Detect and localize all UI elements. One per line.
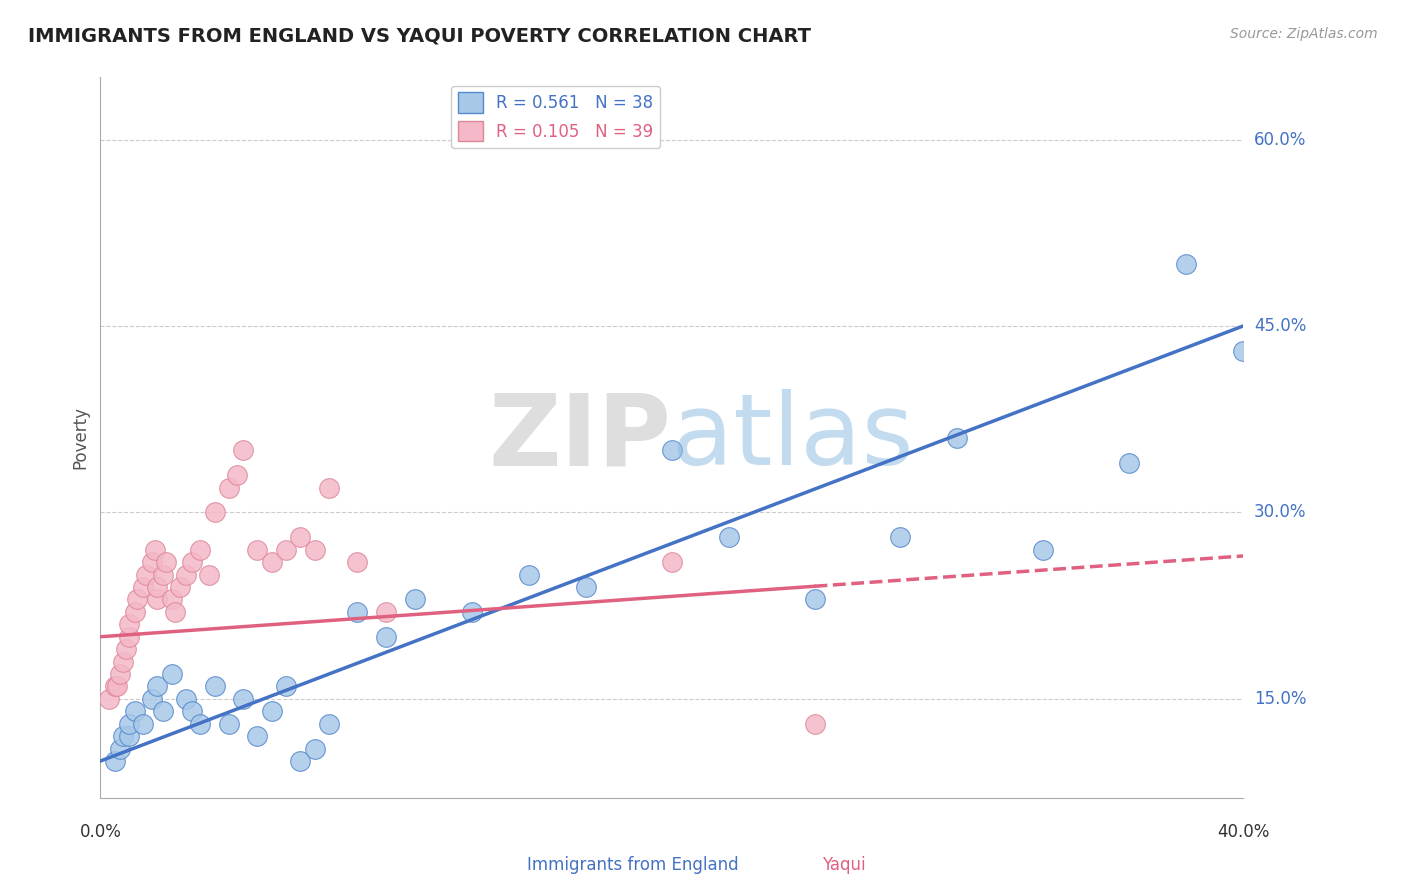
Text: 45.0%: 45.0% [1254, 317, 1306, 335]
Point [717, 530, 740, 544]
Point [1032, 542, 1054, 557]
Point [803, 716, 825, 731]
Text: 0.0%: 0.0% [79, 823, 121, 841]
Point [188, 716, 211, 731]
Point [304, 741, 326, 756]
Point [174, 567, 197, 582]
Point [274, 680, 297, 694]
Point [104, 754, 127, 768]
Point [141, 555, 163, 569]
Point [135, 567, 157, 582]
Point [188, 542, 211, 557]
Point [198, 567, 221, 582]
Point [346, 555, 368, 569]
Point [152, 567, 174, 582]
Point [889, 530, 911, 544]
Point [180, 704, 202, 718]
Point [146, 592, 169, 607]
Point [246, 542, 269, 557]
Point [141, 692, 163, 706]
Text: 40.0%: 40.0% [1216, 823, 1270, 841]
Legend: R = 0.561   N = 38, R = 0.105   N = 39: R = 0.561 N = 38, R = 0.105 N = 39 [451, 86, 661, 148]
Point [232, 692, 254, 706]
Point [204, 505, 226, 519]
Point [124, 605, 146, 619]
Text: Yaqui: Yaqui [821, 856, 866, 874]
Point [97, 692, 120, 706]
Point [160, 667, 183, 681]
Text: Source: ZipAtlas.com: Source: ZipAtlas.com [1230, 27, 1378, 41]
Text: Immigrants from England: Immigrants from England [527, 856, 738, 874]
Point [174, 692, 197, 706]
Text: 60.0%: 60.0% [1254, 130, 1306, 149]
Point [1232, 343, 1254, 358]
Point [226, 468, 249, 483]
Point [232, 443, 254, 458]
Point [118, 729, 141, 743]
Text: atlas: atlas [672, 390, 914, 486]
Point [375, 630, 398, 644]
Point [112, 729, 135, 743]
Point [163, 605, 186, 619]
Point [118, 716, 141, 731]
Point [146, 680, 169, 694]
Point [246, 729, 269, 743]
Point [290, 754, 312, 768]
Point [118, 617, 141, 632]
Point [803, 592, 825, 607]
Point [146, 580, 169, 594]
Point [132, 716, 155, 731]
Point [160, 592, 183, 607]
Point [290, 530, 312, 544]
Point [127, 592, 149, 607]
Point [375, 605, 398, 619]
Point [110, 741, 132, 756]
Point [124, 704, 146, 718]
Point [1118, 456, 1140, 470]
Point [946, 431, 969, 445]
Point [204, 680, 226, 694]
Point [180, 555, 202, 569]
Point [575, 580, 598, 594]
Point [274, 542, 297, 557]
Text: 30.0%: 30.0% [1254, 503, 1306, 522]
Point [169, 580, 191, 594]
Point [118, 630, 141, 644]
Point [304, 542, 326, 557]
Point [404, 592, 426, 607]
Point [104, 680, 127, 694]
Point [132, 580, 155, 594]
Text: 15.0%: 15.0% [1254, 690, 1306, 708]
Point [318, 716, 340, 731]
Point [661, 555, 683, 569]
Y-axis label: Poverty: Poverty [72, 407, 89, 469]
Point [346, 605, 368, 619]
Point [110, 667, 132, 681]
Point [155, 555, 177, 569]
Point [218, 481, 240, 495]
Text: IMMIGRANTS FROM ENGLAND VS YAQUI POVERTY CORRELATION CHART: IMMIGRANTS FROM ENGLAND VS YAQUI POVERTY… [28, 27, 811, 45]
Point [218, 716, 240, 731]
Point [461, 605, 484, 619]
Point [115, 642, 138, 657]
Text: ZIP: ZIP [489, 390, 672, 486]
Point [260, 555, 283, 569]
Point [143, 542, 166, 557]
Point [112, 655, 135, 669]
Point [318, 481, 340, 495]
Point [260, 704, 283, 718]
Point [152, 704, 174, 718]
Point [661, 443, 683, 458]
Point [1174, 257, 1197, 271]
Point [517, 567, 540, 582]
Point [107, 680, 129, 694]
